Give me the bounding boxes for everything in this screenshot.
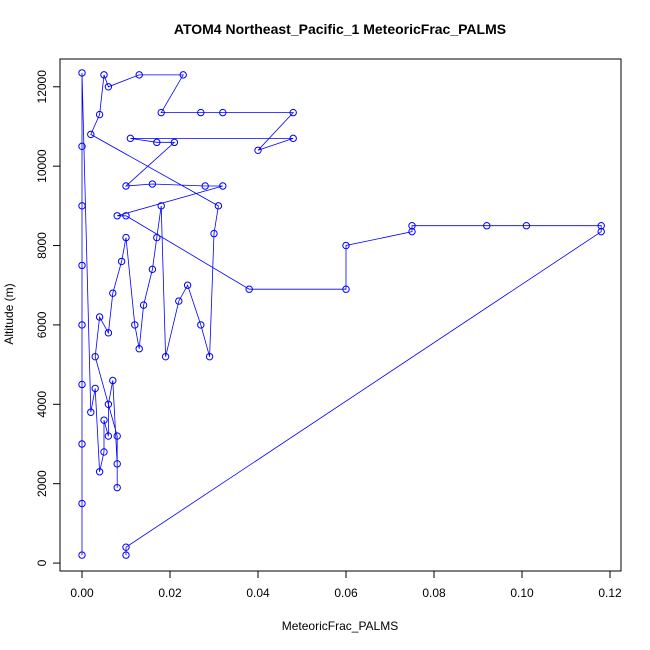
data-point <box>483 221 491 230</box>
plot-frame <box>59 58 622 572</box>
data-point <box>597 227 605 236</box>
data-point <box>161 352 170 361</box>
data-point <box>210 229 218 238</box>
data-point <box>78 499 86 508</box>
data-point <box>100 448 108 456</box>
y-tick-label: 0 <box>35 559 49 566</box>
data-point <box>87 130 95 139</box>
data-point <box>148 265 157 274</box>
data-point <box>342 241 350 250</box>
data-point <box>95 468 104 476</box>
x-tick-label: 0.08 <box>422 586 446 600</box>
data-point <box>219 108 227 117</box>
y-axis-label: Altitude (m) <box>2 283 16 344</box>
data-point <box>122 233 130 242</box>
x-tick-label: 0.10 <box>510 586 534 600</box>
data-point <box>78 142 86 151</box>
data-point <box>157 108 165 117</box>
data-point <box>95 313 104 321</box>
plot-area <box>78 69 605 559</box>
data-point <box>179 71 187 79</box>
series-line <box>81 72 602 556</box>
data-point <box>109 376 117 385</box>
x-tick-label: 0.02 <box>158 586 182 600</box>
data-point <box>135 345 143 353</box>
data-point <box>78 551 86 559</box>
chart-title: ATOM4 Northeast_Pacific_1 MeteoricFrac_P… <box>174 21 506 37</box>
data-point <box>104 329 113 337</box>
data-point <box>214 202 223 210</box>
data-point <box>78 202 86 210</box>
data-point <box>117 257 126 266</box>
data-point <box>95 110 104 119</box>
data-point <box>131 321 139 329</box>
data-point <box>113 212 121 220</box>
data-point <box>104 400 113 409</box>
data-point <box>408 221 416 230</box>
data-point <box>78 261 86 270</box>
data-point <box>100 71 108 79</box>
y-tick-label: 10000 <box>35 149 49 183</box>
data-point <box>122 543 130 551</box>
data-point <box>100 416 108 424</box>
y-tick-label: 2000 <box>35 470 49 497</box>
y-tick-label: 12000 <box>35 70 49 104</box>
data-point <box>135 71 143 79</box>
data-point <box>148 180 157 188</box>
data-point <box>109 289 117 297</box>
data-point <box>87 408 95 416</box>
data-point <box>245 285 253 293</box>
data-point <box>183 281 192 289</box>
data-point <box>113 483 121 492</box>
x-tick-label: 0.00 <box>70 586 94 600</box>
data-point <box>157 202 165 210</box>
data-point <box>175 297 183 305</box>
data-point <box>78 440 86 448</box>
x-axis-label: MeteoricFrac_PALMS <box>282 619 398 633</box>
x-axis: 0.00 0.02 0.04 0.06 0.08 0.10 0.12 <box>70 570 622 600</box>
data-point <box>197 108 205 117</box>
data-point <box>122 212 130 220</box>
data-point <box>197 321 205 329</box>
data-point <box>78 69 86 77</box>
x-tick-label: 0.06 <box>334 586 358 600</box>
data-point <box>289 134 297 143</box>
data-point <box>139 301 148 309</box>
data-point <box>126 134 135 143</box>
data-point <box>522 221 531 230</box>
data-point <box>201 182 209 190</box>
data-point <box>78 321 86 329</box>
x-tick-label: 0.12 <box>598 586 622 600</box>
data-point <box>122 182 130 190</box>
y-tick-label: 6000 <box>35 311 49 338</box>
y-axis: 0 2000 4000 6000 8000 10000 12000 <box>35 70 61 566</box>
data-point <box>170 138 179 147</box>
data-point <box>219 182 227 190</box>
data-point <box>153 233 161 242</box>
data-point <box>104 432 113 440</box>
data-point <box>205 352 214 361</box>
x-tick-label: 0.04 <box>246 586 270 600</box>
data-point <box>342 285 350 293</box>
y-tick-label: 8000 <box>35 232 49 259</box>
data-point <box>153 138 161 147</box>
data-point <box>289 108 297 117</box>
data-point <box>113 432 121 440</box>
data-point <box>104 83 113 91</box>
data-point <box>113 460 121 468</box>
data-point <box>122 551 130 559</box>
data-point <box>78 380 86 389</box>
data-point <box>91 384 99 393</box>
data-point <box>254 146 262 154</box>
data-point <box>91 352 99 361</box>
y-tick-label: 4000 <box>35 391 49 418</box>
